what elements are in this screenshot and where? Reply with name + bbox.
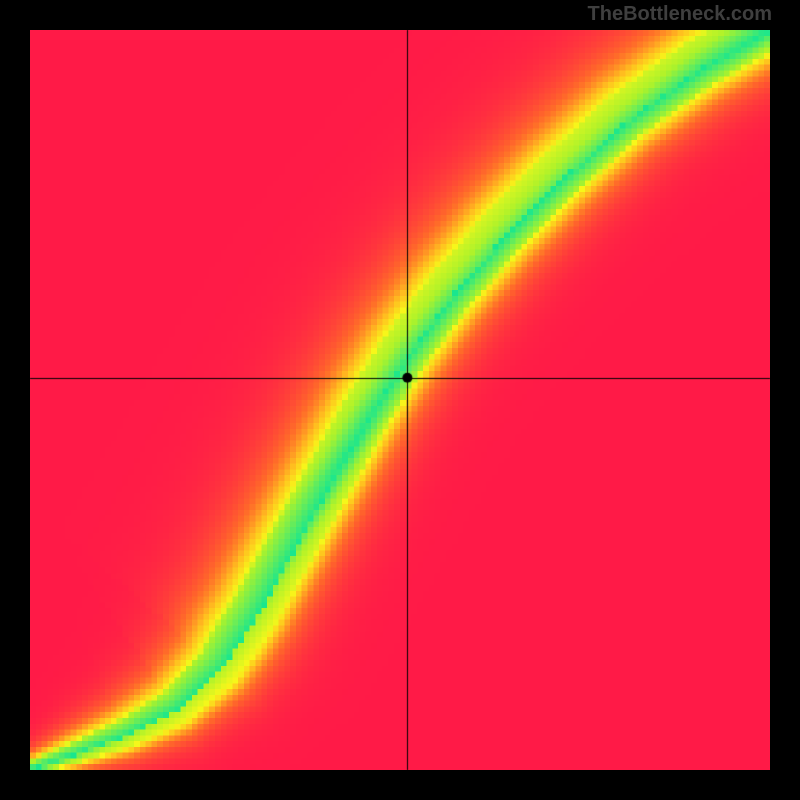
watermark-text: TheBottleneck.com	[588, 3, 772, 26]
crosshair-overlay	[0, 0, 800, 800]
chart-container: TheBottleneck.com	[0, 0, 800, 800]
